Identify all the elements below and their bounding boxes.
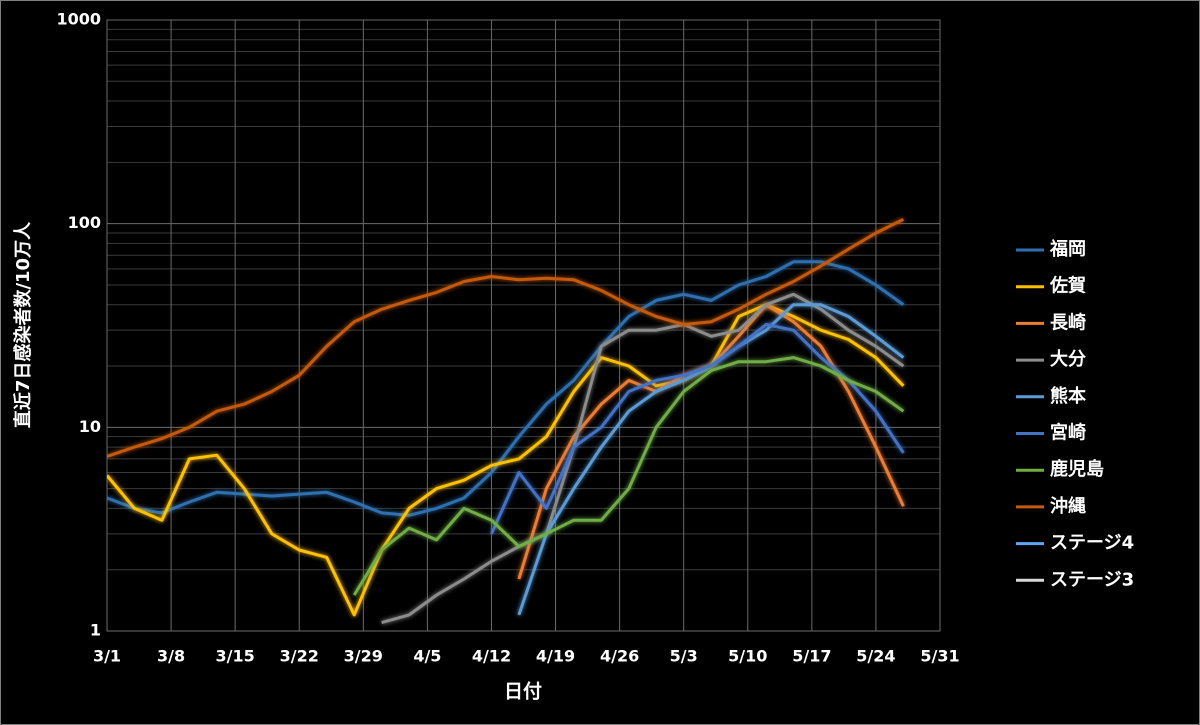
series-line: [381, 292, 905, 625]
x-tick-label: 3/1: [93, 647, 121, 666]
x-tick-label: 4/12: [472, 647, 511, 666]
x-tick-label: 5/10: [728, 647, 767, 666]
x-axis-label: 日付: [504, 680, 542, 703]
x-tick-label: 3/15: [216, 647, 255, 666]
legend-label: 鹿児島: [1050, 458, 1104, 480]
series-line: [490, 323, 905, 535]
legend-label: 沖縄: [1050, 495, 1086, 517]
legend-label: ステージ4: [1050, 533, 1134, 554]
series-line: [107, 260, 905, 517]
legend-label: 大分: [1050, 348, 1086, 370]
legend-label: 宮崎: [1050, 422, 1086, 444]
x-tick-label: 4/26: [600, 647, 639, 666]
legend-label: 福岡: [1049, 238, 1086, 260]
legend-label: 佐賀: [1049, 275, 1086, 297]
x-tick-label: 4/19: [536, 647, 575, 666]
y-tick-label: 1000: [56, 10, 101, 29]
legend-label: 長崎: [1050, 311, 1086, 333]
y-tick-label: 100: [68, 213, 101, 232]
x-tick-label: 5/31: [920, 647, 959, 666]
x-tick-label: 4/5: [413, 647, 441, 666]
x-tick-label: 3/22: [280, 647, 319, 666]
legend-label: 熊本: [1050, 385, 1086, 407]
y-tick-label: 1: [90, 621, 101, 640]
x-tick-label: 3/29: [344, 647, 383, 666]
y-tick-label: 10: [79, 417, 101, 436]
series-line: [352, 356, 905, 596]
x-tick-label: 5/3: [670, 647, 698, 666]
x-tick-label: 5/24: [856, 647, 895, 666]
x-tick-label: 3/8: [157, 647, 185, 666]
plot-area: [106, 19, 941, 632]
legend-label: ステージ3: [1050, 569, 1134, 590]
y-axis-label: 直近7日感染者数/10万人: [12, 221, 34, 428]
x-tick-label: 5/17: [792, 647, 831, 666]
series-line: [107, 218, 905, 458]
